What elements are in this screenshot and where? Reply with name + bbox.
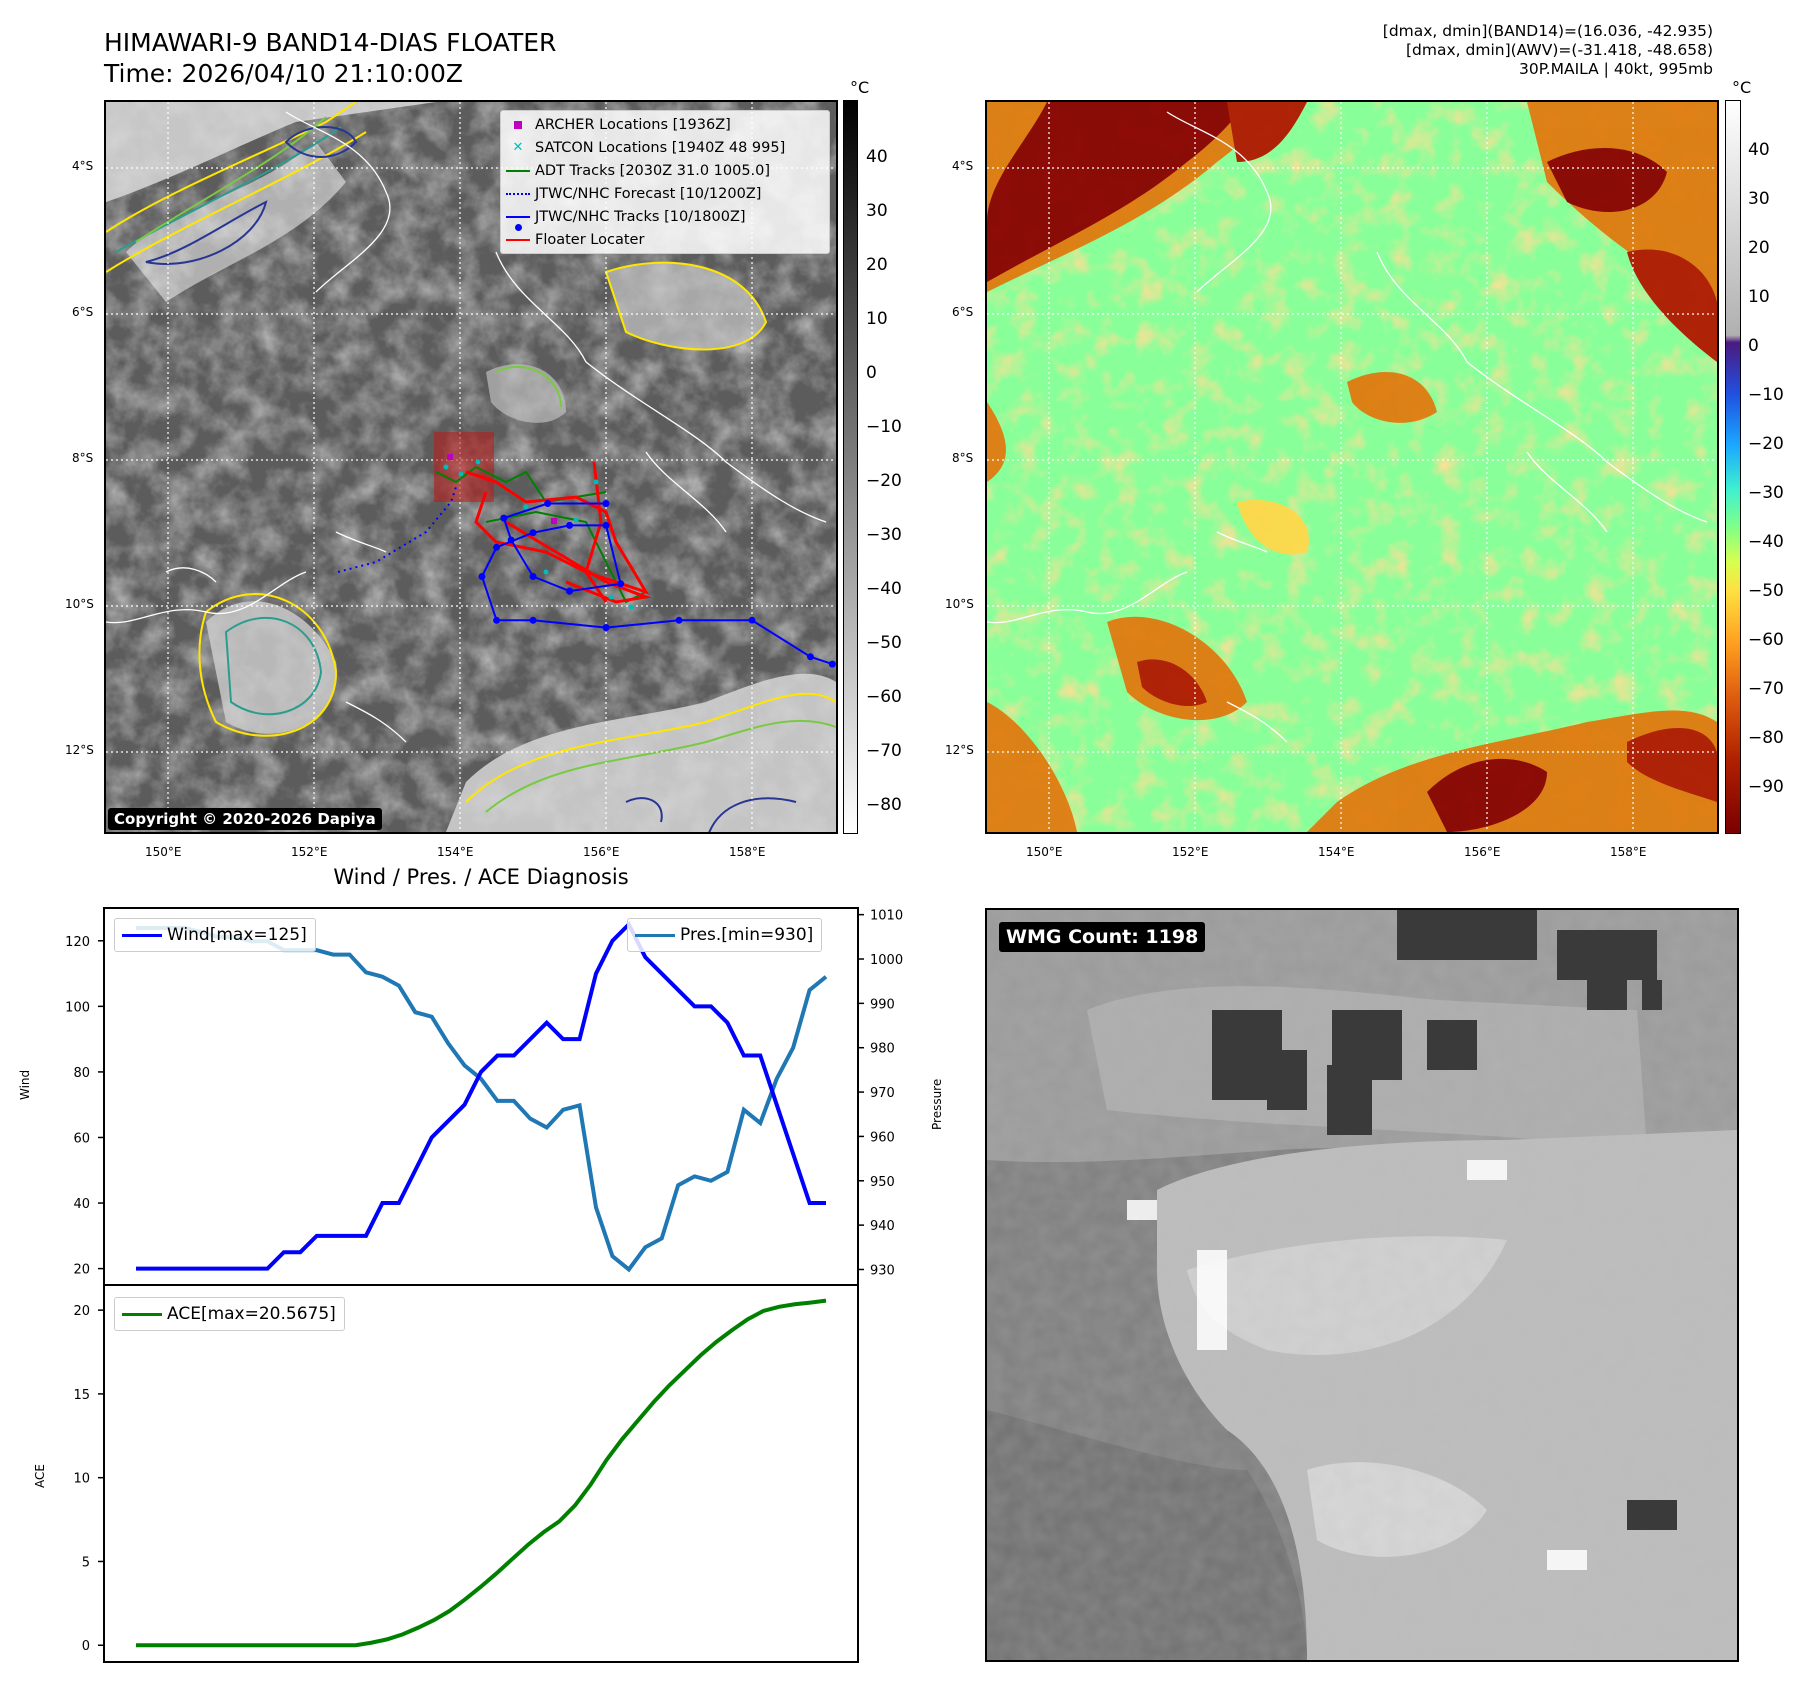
jtwc-track-point	[493, 616, 501, 624]
pressure-ytick-label: 1000	[870, 953, 903, 968]
wind-pressure-plot: 20 40 60 80 100 120 930 940 950 960 970 980 990 1000 1…	[65, 907, 903, 1286]
jtwc-forecast-line	[337, 486, 457, 573]
jtwc-track-point	[602, 500, 610, 507]
ir-satellite-map: ARCHER Locations [1936Z] ✕ SATCON Locati…	[104, 100, 838, 834]
ace-ytick-label: 10	[73, 1472, 90, 1487]
jtwc-track-point	[544, 500, 552, 507]
wind-pressure-axes-frame	[103, 907, 859, 1286]
pressure-ytick-label: 950	[870, 1175, 895, 1190]
jtwc-track-point	[493, 543, 501, 551]
jtwc-track-point	[566, 521, 574, 529]
dot-marker-icon	[515, 223, 522, 231]
square-marker-icon	[514, 120, 522, 129]
awv-colorbar	[1725, 100, 1741, 834]
map-legend: ARCHER Locations [1936Z] ✕ SATCON Locati…	[500, 110, 830, 254]
ace-axes-frame	[103, 1284, 859, 1663]
jtwc-track-point	[500, 514, 508, 522]
legend-jtwc-forecast: JTWC/NHC Forecast [10/1200Z]	[501, 182, 829, 205]
jtwc-track-point	[507, 536, 515, 544]
wmg-image-panel: WMG Count: 1198	[985, 908, 1739, 1662]
line-icon	[506, 238, 530, 241]
jtwc-nhc-tracks	[478, 500, 836, 668]
jtwc-track-point	[748, 616, 756, 624]
jtwc-track-point	[602, 624, 610, 632]
pressure-ytick-label: 940	[870, 1219, 895, 1234]
jtwc-track-point	[529, 573, 537, 580]
line-icon	[122, 933, 162, 937]
wind-ytick-label: 20	[73, 1263, 90, 1278]
diagnosis-title: Wind / Pres. / ACE Diagnosis	[333, 865, 629, 889]
awv-map-image	[987, 102, 1717, 832]
pressure-ytick-label: 980	[870, 1042, 895, 1057]
ir-colorbar	[843, 100, 858, 834]
jtwc-track-point	[478, 573, 486, 580]
copyright-label: Copyright © 2020-2026 Dapiya	[108, 808, 382, 830]
ir-colorbar-unit: °C	[850, 78, 870, 97]
info-awv: [dmax, dmin](AWV)=(-31.418, -48.658)	[1406, 41, 1713, 59]
title-satellite: HIMAWARI-9 BAND14-DIAS FLOATER	[104, 28, 557, 57]
line-icon	[122, 1312, 162, 1316]
wind-ytick-label: 40	[73, 1197, 90, 1212]
pressure-ytick-label: 960	[870, 1130, 895, 1145]
jtwc-track-point	[617, 580, 625, 588]
jtwc-track-point	[602, 521, 610, 529]
wind-ytick-label: 100	[65, 1000, 90, 1015]
data-range-info: [dmax, dmin](BAND14)=(16.036, -42.935) […	[1383, 22, 1713, 79]
line-icon	[506, 169, 530, 172]
pressure-legend: Pres.[min=930]	[627, 918, 823, 952]
wmg-image	[987, 910, 1737, 1660]
figure-title: HIMAWARI-9 BAND14-DIAS FLOATER Time: 202…	[104, 27, 556, 89]
info-storm: 30P.MAILA | 40kt, 995mb	[1519, 60, 1713, 78]
jtwc-track-point	[529, 616, 537, 624]
awv-colorbar-unit: °C	[1732, 78, 1752, 97]
ace-ytick-label: 20	[73, 1304, 90, 1319]
wind-ytick-label: 80	[73, 1066, 90, 1081]
pressure-ytick-label: 990	[870, 997, 895, 1012]
wmg-count-badge: WMG Count: 1198	[999, 922, 1206, 952]
legend-floater: Floater Locater	[501, 228, 829, 251]
ace-legend: ACE[max=20.5675]	[114, 1297, 345, 1331]
wind-legend: Wind[max=125]	[114, 918, 316, 952]
title-time: Time: 2026/04/10 21:10:00Z	[104, 59, 463, 88]
wind-series-line	[136, 921, 826, 1271]
ace-ytick-label: 0	[82, 1639, 90, 1654]
jtwc-track-point	[828, 660, 836, 668]
ace-ytick-label: 5	[82, 1555, 90, 1570]
pressure-ytick-label: 1010	[870, 909, 903, 924]
ace-ytick-label: 15	[73, 1388, 90, 1403]
satcon-locations	[443, 459, 634, 610]
x-marker-icon: ✕	[512, 140, 524, 155]
legend-jtwc-tracks: JTWC/NHC Tracks [10/1800Z]	[501, 205, 829, 231]
dotted-line-icon	[506, 192, 530, 195]
wind-ytick-label: 60	[73, 1131, 90, 1146]
wind-ytick-label: 120	[65, 935, 90, 950]
info-band14: [dmax, dmin](BAND14)=(16.036, -42.935)	[1382, 22, 1713, 40]
archer-locations	[447, 454, 557, 524]
jtwc-track-point	[529, 529, 537, 537]
legend-satcon: ✕ SATCON Locations [1940Z 48 995]	[501, 136, 829, 159]
legend-archer: ARCHER Locations [1936Z]	[501, 113, 829, 136]
line-icon	[635, 933, 675, 937]
awv-map	[985, 100, 1719, 834]
pressure-ytick-label: 930	[870, 1263, 895, 1278]
pressure-ytick-label: 970	[870, 1086, 895, 1101]
legend-adt: ADT Tracks [2030Z 31.0 1005.0]	[501, 159, 829, 182]
jtwc-track-point	[675, 616, 683, 624]
jtwc-track-point	[806, 653, 814, 661]
ace-series-line	[136, 1298, 827, 1648]
jtwc-track-point	[566, 587, 574, 595]
ace-plot: 0 5 10 15 20	[73, 1284, 859, 1663]
